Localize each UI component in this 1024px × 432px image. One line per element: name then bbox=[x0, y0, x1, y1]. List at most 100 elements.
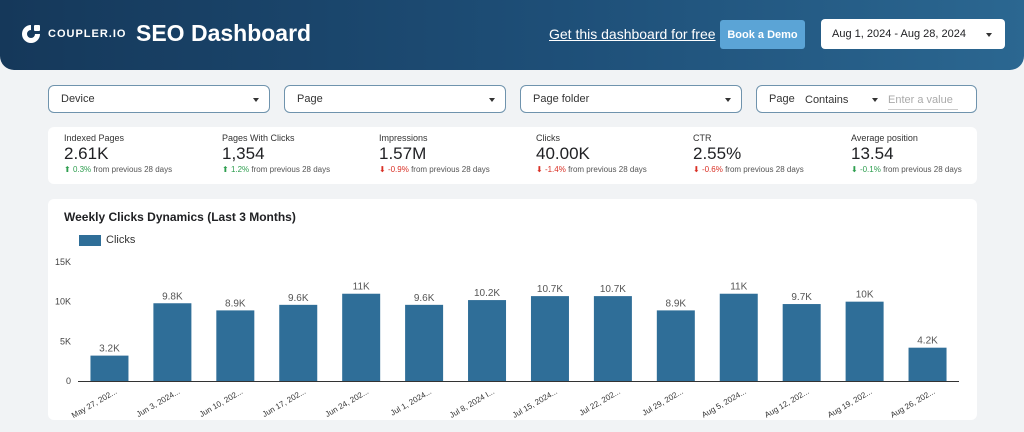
x-tick-label: Aug 19, 202... bbox=[826, 387, 874, 420]
kpi-delta: ⬇ -0.1% from previous 28 days bbox=[851, 165, 962, 174]
x-tick-label: Jul 29, 202... bbox=[641, 387, 685, 418]
kpi-label: Indexed Pages bbox=[64, 133, 125, 143]
coupler-logo[interactable]: COUPLER.IO bbox=[20, 23, 126, 45]
x-tick-label: Jul 8, 2024 I... bbox=[448, 387, 496, 420]
book-demo-button[interactable]: Book a Demo bbox=[720, 20, 805, 49]
chart-bar bbox=[656, 310, 695, 381]
date-range-value: Aug 1, 2024 - Aug 28, 2024 bbox=[832, 28, 966, 40]
chart-bar bbox=[342, 293, 381, 381]
weekly-clicks-bar-chart: 0 5K 10K 15K 3.2K May 27, 202... 9.8K Jun 3, 20… bbox=[55, 257, 959, 420]
device-filter[interactable]: Device bbox=[48, 85, 270, 113]
kpi-label: CTR bbox=[693, 133, 712, 143]
bar-data-label: 10.7K bbox=[537, 284, 563, 295]
bar-data-label: 10.2K bbox=[474, 288, 500, 299]
chart-title: Weekly Clicks Dynamics (Last 3 Months) bbox=[64, 210, 296, 224]
legend-swatch bbox=[79, 234, 101, 246]
bar-data-label: 8.9K bbox=[225, 298, 246, 309]
kpi-delta: ⬇ -0.6% from previous 28 days bbox=[693, 165, 804, 174]
y-tick-label: 10K bbox=[55, 297, 71, 307]
kpi-impressions: Impressions 1.57M ⬇ -0.9% from previous … bbox=[379, 133, 490, 174]
y-tick-label: 15K bbox=[55, 257, 71, 267]
kpi-pages-with-clicks: Pages With Clicks 1,354 ⬆ 1.2% from prev… bbox=[222, 133, 330, 174]
x-tick-label: Aug 5, 2024... bbox=[700, 387, 748, 420]
bar-data-label: 9.8K bbox=[162, 291, 183, 302]
kpi-indexed-pages: Indexed Pages 2.61K ⬆ 0.3% from previous… bbox=[64, 133, 172, 174]
x-tick-label: Jun 3, 2024... bbox=[135, 387, 181, 419]
operator-select[interactable]: Contains bbox=[805, 94, 849, 106]
logo-text: COUPLER.IO bbox=[48, 28, 127, 40]
kpi-clicks: Clicks 40.00K ⬇ -1.4% from previous 28 d… bbox=[536, 133, 647, 174]
kpi-label: Average position bbox=[851, 133, 918, 143]
chevron-down-icon[interactable] bbox=[872, 98, 878, 102]
arrow-down-icon: ⬇ bbox=[536, 165, 543, 174]
chevron-down-icon bbox=[725, 98, 731, 102]
kpi-value: 13.54 bbox=[851, 144, 894, 163]
arrow-down-icon: ⬇ bbox=[693, 165, 700, 174]
x-tick-label: Jul 15, 2024... bbox=[511, 387, 559, 420]
chart-bar bbox=[782, 304, 821, 381]
arrow-up-icon: ⬆ bbox=[222, 165, 229, 174]
page-filter[interactable]: Page bbox=[284, 85, 506, 113]
chart-bar bbox=[593, 296, 632, 381]
coupler-logo-icon bbox=[22, 25, 40, 43]
page-title: SEO Dashboard bbox=[136, 20, 312, 46]
kpi-average-position: Average position 13.54 ⬇ -0.1% from prev… bbox=[851, 133, 962, 174]
kpi-delta-value: 0.3% bbox=[72, 165, 92, 174]
bar-data-label: 11K bbox=[730, 282, 747, 293]
kpi-delta-value: -0.9% bbox=[387, 165, 409, 174]
date-range-picker[interactable]: Aug 1, 2024 - Aug 28, 2024 bbox=[821, 19, 1005, 49]
arrow-up-icon: ⬆ bbox=[64, 165, 71, 174]
x-tick-label: May 27, 202... bbox=[70, 387, 118, 420]
get-dashboard-link[interactable]: Get this dashboard for free bbox=[549, 26, 716, 42]
page-search-field-label: Page bbox=[769, 93, 795, 105]
kpi-delta-suffix: from previous 28 days bbox=[91, 165, 173, 174]
chart-bar bbox=[153, 303, 192, 381]
y-tick-label: 5K bbox=[60, 336, 71, 346]
kpi-delta: ⬆ 0.3% from previous 28 days bbox=[64, 165, 172, 174]
kpi-label: Pages With Clicks bbox=[222, 133, 295, 143]
chart-bar bbox=[405, 304, 444, 381]
x-tick-label: Aug 12, 202... bbox=[763, 387, 811, 420]
kpi-delta-suffix: from previous 28 days bbox=[722, 165, 804, 174]
device-filter-label: Device bbox=[61, 93, 95, 105]
x-tick-label: Jul 22, 202... bbox=[578, 387, 622, 418]
chart-bar bbox=[216, 310, 255, 381]
page-filter-label: Page bbox=[297, 93, 323, 105]
chart-bar bbox=[530, 296, 569, 381]
page-search-filter: Page Contains Enter a value bbox=[756, 85, 977, 113]
chevron-down-icon bbox=[986, 33, 992, 37]
kpi-delta-suffix: from previous 28 days bbox=[249, 165, 331, 174]
arrow-down-icon: ⬇ bbox=[851, 165, 858, 174]
chart-bar bbox=[90, 355, 129, 381]
bar-data-label: 3.2K bbox=[99, 344, 120, 355]
kpi-value: 1.57M bbox=[379, 144, 427, 163]
kpi-scorecards: Indexed Pages 2.61K ⬆ 0.3% from previous… bbox=[48, 127, 977, 184]
kpi-delta-value: -1.4% bbox=[544, 165, 566, 174]
x-tick-label: Aug 26, 202... bbox=[889, 387, 937, 420]
kpi-delta-value: -0.1% bbox=[859, 165, 881, 174]
bar-data-label: 11K bbox=[353, 282, 370, 293]
bar-data-label: 9.6K bbox=[288, 293, 309, 304]
x-tick-label: Jun 10, 202... bbox=[198, 387, 244, 419]
page-search-input[interactable]: Enter a value bbox=[888, 94, 958, 110]
kpi-delta-value: 1.2% bbox=[230, 165, 250, 174]
arrow-down-icon: ⬇ bbox=[379, 165, 386, 174]
kpi-delta-suffix: from previous 28 days bbox=[565, 165, 647, 174]
kpi-label: Clicks bbox=[536, 133, 560, 143]
page-folder-filter[interactable]: Page folder bbox=[520, 85, 742, 113]
kpi-value: 2.61K bbox=[64, 144, 109, 163]
chart-legend[interactable]: Clicks bbox=[79, 234, 135, 246]
x-tick-label: Jun 24, 202... bbox=[324, 387, 370, 419]
x-tick-label: Jul 1, 2024... bbox=[389, 387, 433, 418]
bar-data-label: 10.7K bbox=[600, 284, 626, 295]
y-tick-label: 0 bbox=[66, 376, 71, 386]
chart-bar bbox=[279, 304, 318, 381]
weekly-clicks-chart-panel: Weekly Clicks Dynamics (Last 3 Months) C… bbox=[48, 199, 977, 420]
chart-bar bbox=[719, 293, 758, 381]
kpi-delta-suffix: from previous 28 days bbox=[408, 165, 490, 174]
kpi-delta: ⬇ -1.4% from previous 28 days bbox=[536, 165, 647, 174]
bar-data-label: 8.9K bbox=[666, 298, 687, 309]
kpi-delta-suffix: from previous 28 days bbox=[880, 165, 962, 174]
bar-data-label: 9.6K bbox=[414, 293, 435, 304]
chevron-down-icon bbox=[253, 98, 259, 102]
